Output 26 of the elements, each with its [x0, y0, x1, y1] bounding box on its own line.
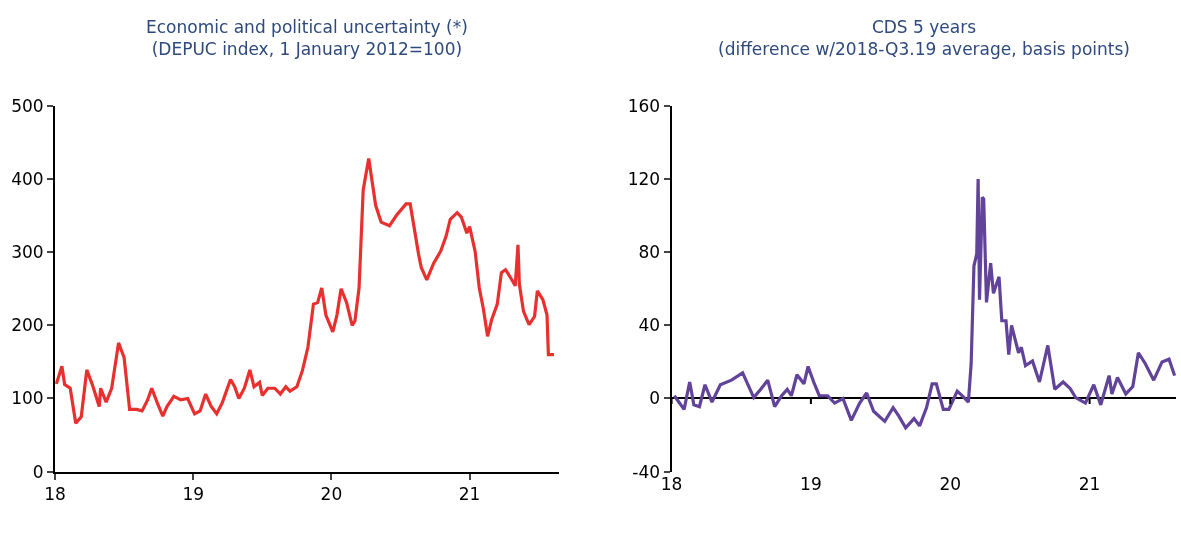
chart-title: CDS 5 years	[871, 17, 977, 37]
x-tick-label: 19	[182, 484, 205, 505]
y-tick-label: 100	[11, 388, 44, 409]
y-tick-label: 120	[627, 168, 661, 189]
y-tick-label: 0	[649, 388, 661, 409]
chart-title: Economic and political uncertainty (*)	[146, 17, 468, 37]
x-tick-label: 20	[939, 473, 962, 494]
x-tick-label: 18	[660, 473, 683, 494]
chart-subtitle: (difference w/2018-Q3.19 average, basis points)	[718, 39, 1130, 60]
y-tick-label: 300	[11, 242, 44, 263]
line-series	[55, 156, 556, 425]
y-tick-label: 160	[627, 95, 661, 116]
x-tick-label: 20	[320, 484, 343, 505]
line-series	[672, 177, 1176, 430]
chart-subtitle: (DEPUC index, 1 January 2012=100)	[151, 39, 463, 60]
y-tick-label: -40	[632, 461, 661, 482]
y-tick-label: 200	[11, 315, 44, 336]
x-tick-label: 18	[44, 484, 66, 505]
y-tick-label: 500	[11, 95, 44, 116]
x-tick-label: 19	[800, 473, 822, 494]
y-tick-label: 40	[638, 315, 661, 336]
y-tick-label: 400	[11, 168, 44, 189]
x-tick-label: 21	[458, 484, 481, 505]
y-tick-label: 80	[638, 242, 661, 263]
y-tick-label: 0	[32, 461, 44, 482]
x-tick-label: 21	[1078, 473, 1101, 494]
